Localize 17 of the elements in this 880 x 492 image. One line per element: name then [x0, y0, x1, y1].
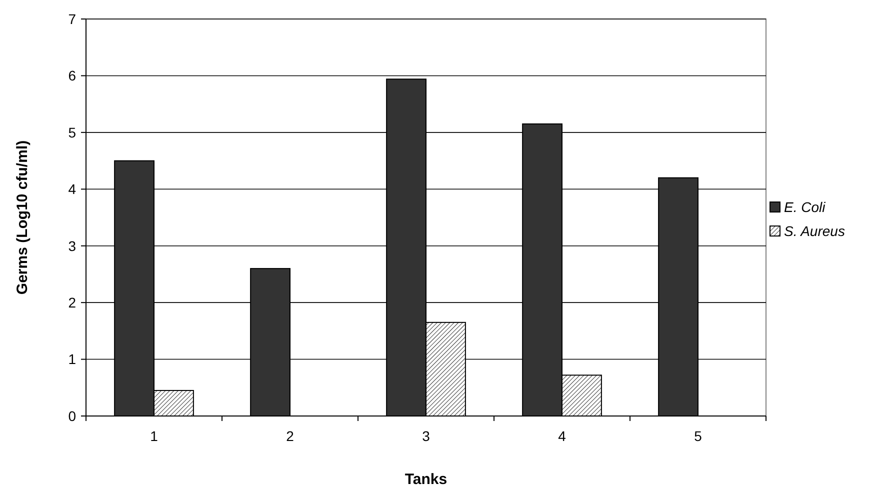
legend-label: S. Aureus: [784, 222, 845, 239]
y-tick-label: 4: [68, 181, 76, 198]
y-tick-label: 5: [68, 124, 76, 140]
y-tick-label: 7: [68, 10, 76, 27]
y-tick-label: 6: [68, 68, 76, 84]
x-axis-title: Tanks: [404, 471, 448, 488]
y-axis-title: Germs (Log10 cfu/ml): [14, 140, 31, 295]
x-tick-label: 2: [286, 428, 294, 444]
y-tick-label: 2: [68, 294, 76, 310]
y-tick-label: 1: [68, 351, 76, 368]
legend-label: E. Coli: [784, 198, 826, 215]
y-tick-label: 3: [68, 238, 76, 254]
x-tick-label: 5: [694, 428, 702, 444]
x-tick-label: 4: [558, 428, 566, 444]
y-tick-label: 0: [68, 408, 76, 424]
x-tick-label: 3: [422, 428, 430, 444]
x-tick-label: 1: [150, 428, 158, 444]
